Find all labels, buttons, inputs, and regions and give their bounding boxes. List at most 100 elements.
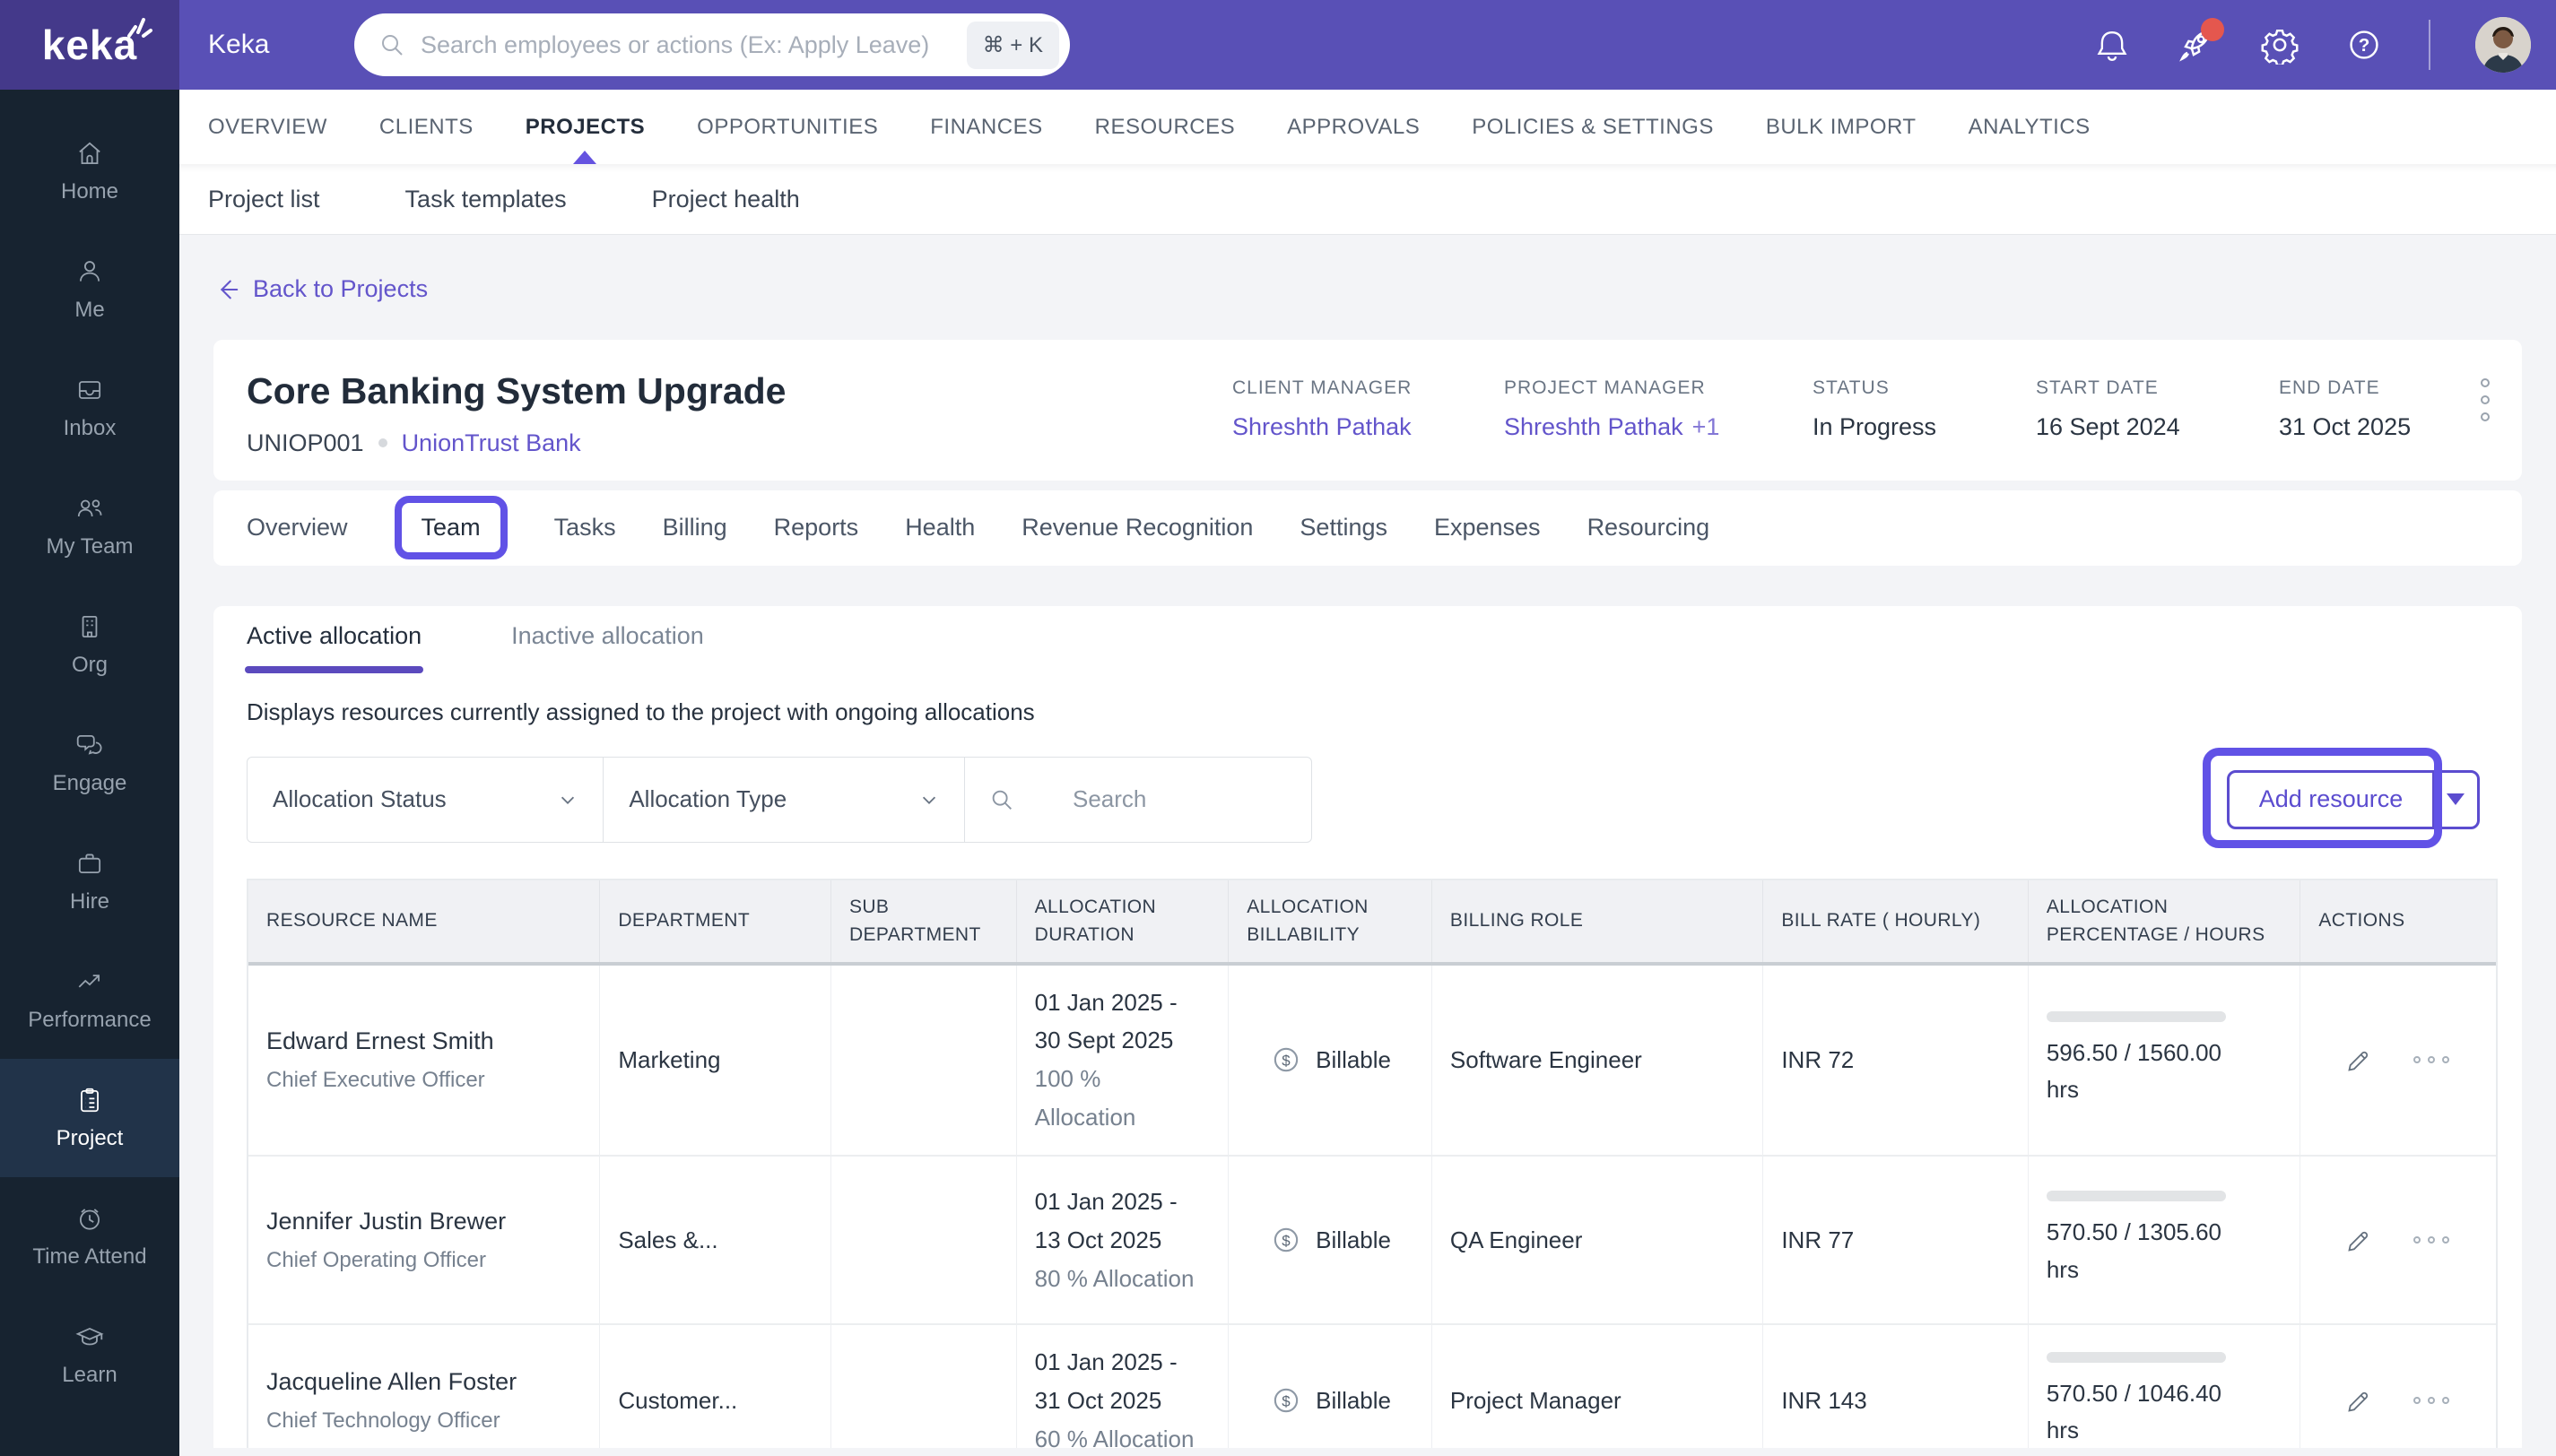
global-search-input[interactable]: [421, 30, 952, 59]
tab-revenue-recognition[interactable]: Revenue Recognition: [1022, 514, 1254, 541]
resource-name: Jennifer Justin Brewer: [266, 1207, 507, 1235]
bell-icon: [2097, 31, 2127, 61]
toolbar: Allocation Status Allocation Type Add r: [247, 747, 2489, 848]
project-subtitle: UNIOP001 UnionTrust Bank: [247, 429, 581, 457]
tab-resourcing[interactable]: Resourcing: [1587, 514, 1710, 541]
add-resource-button[interactable]: Add resource: [2230, 772, 2434, 827]
keka-logo[interactable]: keka: [0, 0, 179, 90]
allocation-hours-cell: 570.50 / 1305.60 hrs: [2029, 1157, 2301, 1324]
duration-cell: 01 Jan 2025 - 13 Oct 2025 80 % Allocatio…: [1017, 1157, 1230, 1324]
sidebar-item-home[interactable]: Home: [0, 112, 179, 230]
pencil-icon: [2348, 1232, 2369, 1252]
project-manager-link[interactable]: Shreshth Pathak +1: [1504, 412, 1720, 440]
filter-label: Allocation Status: [273, 785, 447, 812]
edit-allocation-button[interactable]: [2343, 1224, 2376, 1256]
subnav-task-templates[interactable]: Task templates: [404, 185, 567, 212]
filter-group: Allocation Status Allocation Type: [247, 756, 1312, 843]
tab-inactive-allocation[interactable]: Inactive allocation: [511, 621, 704, 649]
tab-expenses[interactable]: Expenses: [1433, 514, 1541, 541]
inbox-icon: [78, 381, 101, 399]
nav-approvals[interactable]: APPROVALS: [1287, 114, 1421, 139]
resource-search-input[interactable]: [1073, 785, 1288, 813]
nav-overview[interactable]: OVERVIEW: [208, 114, 327, 139]
nav-opportunities[interactable]: OPPORTUNITIES: [697, 114, 879, 139]
nav-bulk-import[interactable]: BULK IMPORT: [1765, 114, 1917, 139]
project-more-menu-button[interactable]: [2477, 376, 2493, 432]
nav-policies-settings[interactable]: POLICIES & SETTINGS: [1472, 114, 1714, 139]
sidebar-item-engage[interactable]: Engage: [0, 704, 179, 822]
secondary-nav: Project list Task templates Project heal…: [179, 164, 2556, 235]
tab-billing[interactable]: Billing: [662, 514, 727, 541]
people-icon: [77, 499, 102, 517]
global-search[interactable]: ⌘ + K: [354, 13, 1070, 76]
user-avatar[interactable]: [2475, 17, 2531, 73]
tab-active-allocation[interactable]: Active allocation: [244, 622, 424, 673]
tab-tasks[interactable]: Tasks: [553, 514, 616, 541]
sidebar-item-learn[interactable]: Learn: [0, 1296, 179, 1414]
caret-down-icon: [2447, 793, 2465, 805]
subnav-project-list[interactable]: Project list: [208, 185, 320, 212]
col-allocation-billability: ALLOCATION BILLABILITY: [1229, 880, 1432, 962]
team-panel: Active allocation Inactive allocation Di…: [213, 605, 2522, 1448]
svg-text:$: $: [1282, 1053, 1291, 1070]
whats-new-button[interactable]: [2176, 18, 2224, 65]
actions-cell: [2300, 1157, 2496, 1323]
add-resource-dropdown-button[interactable]: [2434, 773, 2477, 827]
sidebar-item-inbox[interactable]: Inbox: [0, 349, 179, 467]
sidebar-item-performance[interactable]: Performance: [0, 940, 179, 1059]
edit-allocation-button[interactable]: [2343, 1384, 2376, 1417]
tab-health[interactable]: Health: [905, 514, 976, 541]
resource-name-cell: Jacqueline Allen Foster Chief Technology…: [248, 1325, 601, 1448]
help-button[interactable]: ?: [2344, 25, 2384, 65]
end-date-value: 31 Oct 2025: [2279, 412, 2412, 440]
allocation-status-filter[interactable]: Allocation Status: [248, 757, 604, 842]
nav-projects[interactable]: PROJECTS: [526, 90, 645, 164]
col-billing-role: BILLING ROLE: [1432, 880, 1764, 962]
resource-name: Jacqueline Allen Foster: [266, 1367, 517, 1395]
sidebar-item-time-attend[interactable]: Time Attend: [0, 1177, 179, 1296]
sidebar-item-label: Org: [71, 653, 108, 677]
billability-label: Billable: [1316, 1226, 1391, 1253]
sidebar-item-hire[interactable]: Hire: [0, 822, 179, 940]
add-resource-split-button: Add resource: [2227, 769, 2480, 829]
sidebar-item-my-team[interactable]: My Team: [0, 467, 179, 585]
resource-designation: Chief Executive Officer: [266, 1067, 485, 1092]
more-managers-badge[interactable]: +1: [1691, 412, 1720, 440]
nav-analytics[interactable]: ANALYTICS: [1968, 114, 2091, 139]
tab-team[interactable]: Team: [421, 514, 481, 541]
edit-allocation-button[interactable]: [2343, 1044, 2376, 1076]
back-to-projects-link[interactable]: Back to Projects: [213, 275, 428, 303]
sidebar-item-org[interactable]: Org: [0, 585, 179, 704]
billing-role-cell: Project Manager: [1432, 1325, 1764, 1448]
tab-overview[interactable]: Overview: [247, 514, 348, 541]
allocation-type-filter[interactable]: Allocation Type: [604, 757, 965, 842]
allocation-hours-cell: 570.50 / 1046.40 hrs: [2029, 1325, 2301, 1448]
notifications-button[interactable]: [2093, 26, 2131, 64]
tab-reports[interactable]: Reports: [773, 514, 859, 541]
sidebar-item-label: Hire: [69, 889, 109, 914]
rocket-icon: [2179, 30, 2211, 62]
tab-settings[interactable]: Settings: [1300, 514, 1387, 541]
row-more-menu-button[interactable]: [2410, 1053, 2453, 1067]
row-more-menu-button[interactable]: [2410, 1233, 2453, 1247]
sidebar-item-project[interactable]: Project: [0, 1059, 179, 1177]
allocation-tabs: Active allocation Inactive allocation: [244, 606, 2489, 673]
row-more-menu-button[interactable]: [2410, 1393, 2453, 1408]
alarm-clock-icon: [80, 1209, 100, 1230]
dollar-circle-icon: $: [1274, 1389, 1299, 1413]
department-cell: Sales &...: [600, 1157, 831, 1324]
project-client-link[interactable]: UnionTrust Bank: [401, 429, 581, 456]
hours-progress-track: [2046, 1191, 2226, 1202]
settings-button[interactable]: [2260, 25, 2300, 65]
nav-finances[interactable]: FINANCES: [930, 114, 1043, 139]
sub-department-cell: [831, 1157, 1017, 1324]
subnav-project-health[interactable]: Project health: [651, 185, 800, 212]
duration-cell: 01 Jan 2025 - 30 Sept 2025 100 % Allocat…: [1017, 965, 1230, 1156]
sidebar-item-me[interactable]: Me: [0, 230, 179, 349]
search-icon: [382, 35, 403, 56]
kebab-vertical-icon: [2481, 377, 2490, 421]
client-manager-link[interactable]: Shreshth Pathak: [1232, 412, 1412, 440]
resource-search[interactable]: [965, 758, 1311, 842]
nav-clients[interactable]: CLIENTS: [378, 114, 474, 139]
nav-resources[interactable]: RESOURCES: [1094, 114, 1236, 139]
